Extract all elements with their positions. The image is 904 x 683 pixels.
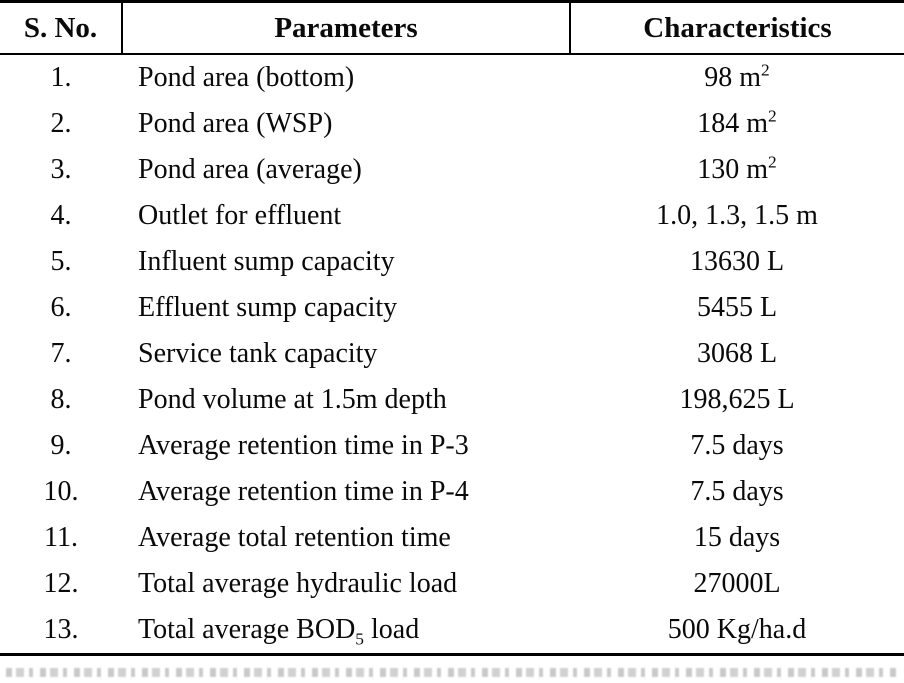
row-serial-number: 8.	[50, 384, 72, 415]
row-serial-number: 12.	[43, 568, 79, 599]
row-characteristic: 15 days	[693, 522, 781, 553]
row-parameter: Total average hydraulic load	[138, 568, 458, 599]
subscript: 5	[355, 629, 364, 649]
row-parameter: Pond area (bottom)	[138, 62, 355, 93]
table-row: 4. Outlet for effluent 1.0, 1.3, 1.5 m	[0, 193, 904, 239]
row-parameter: Influent sump capacity	[138, 246, 395, 277]
row-parameter: Average retention time in P-4	[138, 476, 469, 507]
row-serial-number: 3.	[50, 154, 72, 185]
row-serial-number: 9.	[50, 430, 72, 461]
row-characteristic: 7.5 days	[690, 476, 784, 507]
cropped-caption-text	[6, 668, 898, 677]
table-row: 13. Total average BOD5 load 500 Kg/ha.d	[0, 607, 904, 655]
table-body: 1. Pond area (bottom) 98 m2 2. Pond area (WS…	[0, 54, 904, 655]
row-serial-number: 2.	[50, 108, 72, 139]
column-header-characteristics: Characteristics	[569, 1, 904, 54]
row-parameter: Average total retention time	[138, 522, 451, 553]
row-characteristic: 1.0, 1.3, 1.5 m	[656, 200, 818, 231]
row-characteristic: 5455 L	[696, 292, 778, 323]
table-row: 7. Service tank capacity 3068 L	[0, 331, 904, 377]
table-row: 9. Average retention time in P-3 7.5 days	[0, 423, 904, 469]
row-characteristic: 7.5 days	[690, 430, 784, 461]
table-row: 12. Total average hydraulic load 27000L	[0, 561, 904, 607]
row-characteristic: 500 Kg/ha.d	[667, 614, 807, 645]
table-row: 1. Pond area (bottom) 98 m2	[0, 54, 904, 101]
row-parameter: Outlet for effluent	[138, 200, 342, 231]
table-row: 10. Average retention time in P-4 7.5 days	[0, 469, 904, 515]
header-row: S. No. Parameters Characteristics	[0, 1, 904, 54]
column-header-parameters: Parameters	[121, 1, 570, 54]
superscript: 2	[761, 60, 770, 80]
row-serial-number: 6.	[50, 292, 72, 323]
column-header-serial-number: S. No.	[23, 12, 98, 44]
row-serial-number: 1.	[50, 62, 72, 93]
row-characteristic: 3068 L	[696, 338, 778, 369]
parameters-table: S. No. Parameters Characteristics 1. Pond…	[0, 0, 904, 656]
superscript: 2	[768, 106, 777, 126]
row-characteristic: 130 m2	[697, 152, 777, 185]
row-parameter: Pond area (average)	[138, 154, 362, 185]
row-parameter: Pond volume at 1.5m depth	[138, 384, 447, 415]
row-serial-number: 4.	[50, 200, 72, 231]
row-serial-number: 7.	[50, 338, 72, 369]
row-characteristic: 13630 L	[689, 246, 785, 277]
row-serial-number: 5.	[50, 246, 72, 277]
row-characteristic: 98 m2	[704, 60, 770, 93]
table-row: 11. Average total retention time 15 days	[0, 515, 904, 561]
row-parameter: Effluent sump capacity	[138, 292, 398, 323]
table-row: 3. Pond area (average) 130 m2	[0, 147, 904, 193]
table-row: 8. Pond volume at 1.5m depth 198,625 L	[0, 377, 904, 423]
row-serial-number: 11.	[44, 522, 78, 553]
row-parameter: Service tank capacity	[138, 338, 378, 369]
row-parameter: Pond area (WSP)	[138, 108, 333, 139]
row-characteristic: 184 m2	[697, 106, 777, 139]
row-characteristic: 27000L	[693, 568, 781, 599]
table-row: 2. Pond area (WSP) 184 m2	[0, 101, 904, 147]
table-row: 5. Influent sump capacity 13630 L	[0, 239, 904, 285]
table-row: 6. Effluent sump capacity 5455 L	[0, 285, 904, 331]
row-parameter: Average retention time in P-3	[138, 430, 469, 461]
row-parameter: Total average BOD5 load	[138, 614, 420, 649]
row-serial-number: 10.	[43, 476, 79, 507]
row-serial-number: 13.	[43, 614, 79, 645]
row-characteristic: 198,625 L	[679, 384, 795, 415]
superscript: 2	[768, 152, 777, 172]
